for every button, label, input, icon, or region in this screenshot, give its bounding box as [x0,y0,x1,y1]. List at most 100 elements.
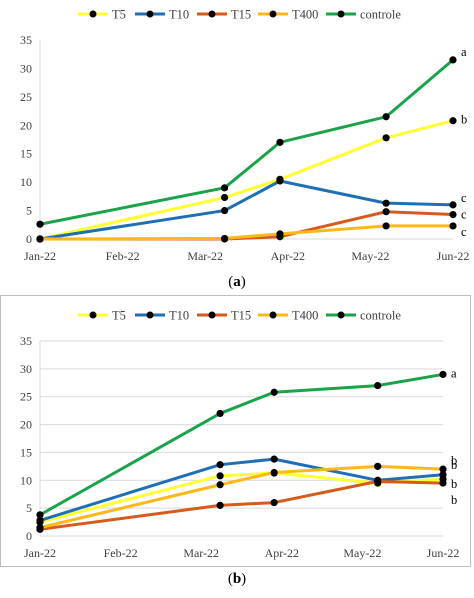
data-point-t10 [382,199,390,207]
y-tick-label: 5 [26,204,32,218]
data-point-t400 [439,465,447,473]
x-tick-label: May-22 [343,546,381,560]
data-point-t15 [439,479,447,487]
data-point-t400 [276,230,284,238]
legend-marker-t15 [208,311,216,319]
y-tick-label: 10 [20,473,32,487]
panel-b: 0 5 10 15 20 25 30 35 Jan-22 Feb-22 Mar-22 Apr-22 Ma… [0,295,474,572]
legend-label-t15: T15 [231,309,251,323]
data-point-controle [270,388,278,396]
x-tick-label: Apr-22 [265,546,299,560]
significance-letter-controle: a [451,366,457,380]
legend-label-t5: T5 [112,8,126,22]
significance-letter-t15: b [451,493,457,507]
y-tick-label: 10 [20,175,32,189]
chart-b: 0 5 10 15 20 25 30 35 Jan-22 Feb-22 Mar-22 Apr-22 Ma… [0,295,471,567]
chart-a: 0 5 10 15 20 25 30 35 Jan-22 Feb-22 Mar-22 Apr-22 Ma… [20,8,470,264]
data-point-t15 [216,501,224,509]
data-point-t15 [270,498,278,507]
data-point-controle [382,113,390,121]
panel-b-label: (b) [227,571,247,587]
x-tick-label: Feb-22 [104,546,138,560]
x-tick-label: May-22 [351,249,389,263]
y-tick-label: 15 [20,147,32,161]
legend-label-controle: controle [360,8,401,22]
data-point-controle [36,220,44,228]
y-tick-label: 35 [20,334,32,348]
y-tick-label: 0 [26,529,32,543]
data-point-t10 [220,206,229,215]
significance-letter-t5: b [451,477,457,491]
y-tick-label: 0 [26,232,32,246]
y-tick-label: 15 [20,445,32,459]
legend-label-t10: T10 [169,309,189,323]
series-line-t400 [39,224,453,241]
series-line-t5 [39,119,454,241]
legend-marker-controle [337,10,345,18]
data-point-t400 [220,234,229,243]
legend-label-t5: T5 [112,309,126,323]
data-point-t5 [449,117,457,125]
legend-label-t400: T400 [292,8,318,22]
data-point-t10 [276,177,284,185]
x-tick-label: Jun-22 [437,249,470,263]
data-point-controle [439,370,447,379]
data-point-t400 [382,222,390,230]
legend-marker-controle [337,311,345,319]
significance-letter-t15: c [461,208,467,222]
data-point-t400 [449,222,457,230]
chart-frame [0,295,471,567]
data-point-t10 [216,461,224,469]
x-tick-label: Feb-22 [106,249,140,263]
legend-marker-t400 [269,10,277,18]
data-point-t5 [220,193,229,202]
legend-marker-t10 [146,311,154,319]
x-tick-label: Apr-22 [271,249,305,263]
legend-label-t10: T10 [169,8,189,22]
legend-label-t15: T15 [231,8,251,22]
significance-letter-t10: c [461,191,467,205]
data-point-t10 [439,471,447,479]
legend-marker-t15 [208,10,216,18]
x-tick-label: Jan-22 [24,546,56,560]
data-point-t15 [449,210,457,219]
legend-marker-t400 [269,311,277,319]
legend-label-controle: controle [360,309,401,323]
data-point-controle [374,381,382,390]
data-point-t400 [36,524,44,532]
legend-marker-t5 [89,10,97,18]
significance-letter-t5: b [461,113,467,127]
y-tick-label: 5 [26,501,32,515]
x-tick-label: Mar-22 [187,249,223,263]
data-point-t10 [36,516,44,524]
series-line-controle [39,372,444,517]
y-tick-label: 25 [20,390,32,404]
data-point-t400 [374,462,382,470]
y-tick-label: 35 [20,33,32,47]
x-tick-label: Jan-22 [24,249,56,263]
y-tick-label: 25 [20,90,32,104]
data-point-controle [220,184,229,192]
panel-a: 0 5 10 15 20 25 30 35 Jan-22 Feb-22 Mar-22 Apr-22 Ma… [0,0,474,275]
legend-marker-t5 [89,311,97,319]
data-point-controle [36,511,44,519]
significance-letter-controle: a [461,45,467,59]
x-tick-label: Jun-22 [427,546,460,560]
data-point-t10 [270,455,278,463]
data-point-controle [276,138,284,146]
data-point-controle [216,409,224,418]
data-point-controle [449,56,457,64]
significance-letter-t400: b [451,458,457,472]
y-tick-label: 30 [20,61,32,75]
significance-letter-t10: b [451,454,457,468]
legend-label-t400: T400 [292,309,318,323]
data-point-t5 [382,134,390,142]
x-tick-label: Mar-22 [183,546,219,560]
panel-a-label: (a) [228,274,246,290]
significance-letter-t400: c [461,225,467,239]
data-point-t15 [374,477,382,485]
data-point-t400 [216,481,224,489]
data-point-t15 [382,208,390,216]
legend-marker-t10 [146,10,154,18]
y-tick-label: 30 [20,362,32,376]
